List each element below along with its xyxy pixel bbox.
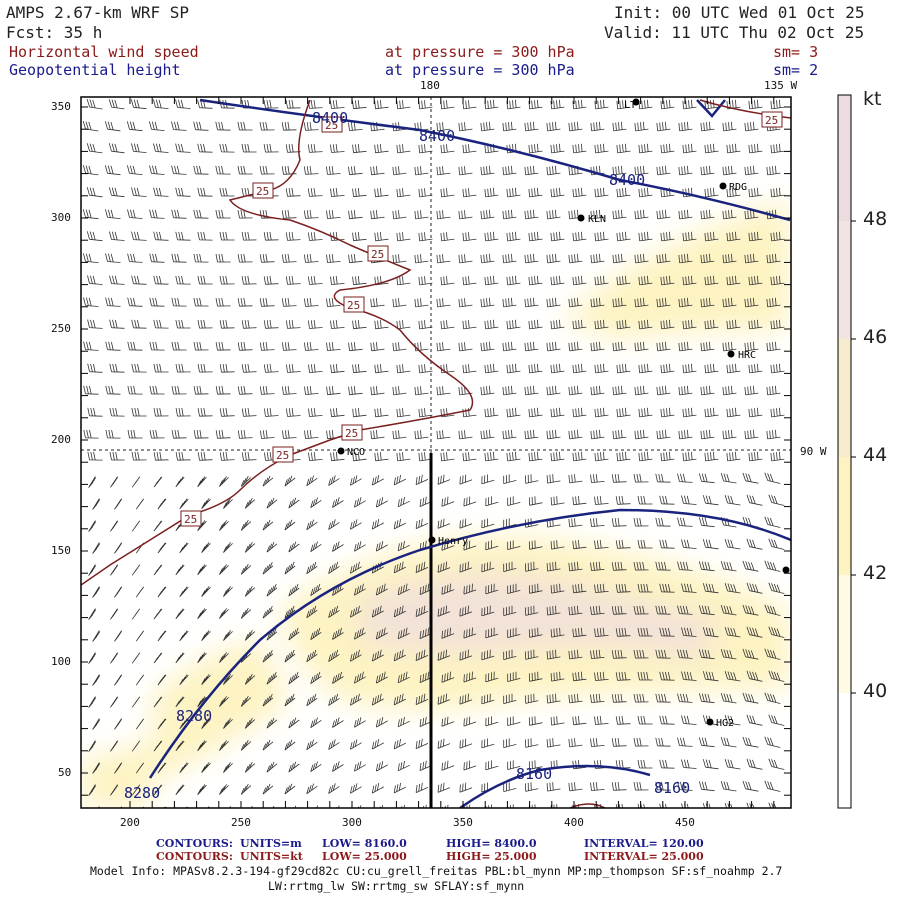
y-tick: 350 [51, 100, 71, 113]
station-label: LT [624, 100, 636, 111]
lon-label-180: 180 [420, 79, 440, 92]
speed-label: 25 [371, 248, 384, 261]
station-marker [577, 214, 585, 222]
valid-time: Valid: 11 UTC Thu 02 Oct 25 [604, 23, 865, 42]
colorbar-label: 48 [863, 208, 888, 230]
station-marker [706, 718, 714, 726]
station-label: HG2 [716, 718, 734, 729]
colorbar-swatch [838, 339, 851, 457]
station-marker [632, 98, 640, 106]
speed-label: 25 [325, 119, 338, 132]
y-tick: 50 [58, 766, 72, 779]
colorbar [837, 94, 856, 809]
colorbar-unit: kt [863, 88, 882, 110]
speed-contour-labels: 25 25 25 25 25 25 25 25 [180, 111, 783, 527]
height-label: 8400 [609, 171, 645, 189]
height-label: 8400 [419, 127, 455, 145]
speed-label: 25 [184, 513, 197, 526]
footer-high: HIGH= 25.000 [446, 850, 537, 863]
field2-smoothing: sm= 2 [773, 61, 819, 79]
x-tick: 450 [675, 816, 695, 829]
colorbar-label: 46 [863, 326, 888, 348]
axis-ticks [81, 97, 791, 808]
y-tick: 100 [51, 655, 71, 668]
speed-label: 25 [256, 185, 269, 198]
footer-contours-label: CONTOURS: [156, 837, 233, 850]
lon-label-135w: 135 W [764, 79, 798, 92]
colorbar-label: 40 [863, 680, 888, 702]
footer-low: LOW= 25.000 [322, 850, 407, 863]
y-tick: 150 [51, 544, 71, 557]
x-tick: 250 [231, 816, 251, 829]
stations: RDG KLN HRC NCO Henry HG2 LT [337, 98, 790, 729]
station-label: KLN [588, 214, 606, 225]
height-contour-labels: 8400 8400 8400 8280 8280 8160 8160 [124, 109, 690, 802]
colorbar-swatch [838, 575, 851, 693]
station-label: HRC [738, 350, 756, 361]
x-tick: 200 [120, 816, 140, 829]
wind-barbs [82, 98, 785, 808]
footer-interval: INTERVAL= 25.000 [584, 850, 704, 863]
x-tick: 300 [342, 816, 362, 829]
model-title: AMPS 2.67-km WRF SP [6, 3, 190, 22]
model-info: Model Info: MPASv8.2.3-194-gf29cd82c CU:… [90, 864, 783, 878]
speed-label: 25 [347, 299, 360, 312]
lon-label-90w: 90 W [800, 445, 827, 458]
footer-contours-label: CONTOURS: [156, 850, 233, 863]
colorbar-swatch [838, 693, 851, 808]
field1-name: Horizontal wind speed [9, 43, 199, 61]
height-label: 8160 [654, 779, 690, 797]
footer-low: LOW= 8160.0 [322, 837, 407, 850]
height-label: 8280 [176, 707, 212, 725]
station-label: NCO [347, 447, 365, 458]
speed-label: 25 [765, 114, 778, 127]
plot-frame [80, 96, 792, 809]
speed-label: 25 [345, 427, 358, 440]
station-marker [428, 536, 436, 544]
station-marker [727, 350, 735, 358]
x-tick: 350 [453, 816, 473, 829]
y-tick: 300 [51, 211, 71, 224]
field2-level: at pressure = 300 hPa [385, 61, 575, 79]
init-time: Init: 00 UTC Wed 01 Oct 25 [614, 3, 865, 22]
y-tick: 200 [51, 433, 71, 446]
colorbar-label: 44 [863, 444, 888, 466]
field1-smoothing: sm= 3 [773, 43, 819, 61]
station-label: Henry [438, 536, 468, 547]
wind-barb-field [82, 98, 785, 808]
colorbar-label: 42 [863, 562, 888, 584]
colorbar-swatch [838, 457, 851, 575]
x-tick: 400 [564, 816, 584, 829]
footer-units: UNITS=m [240, 837, 302, 850]
height-label: 8280 [124, 784, 160, 802]
footer-interval: INTERVAL= 120.00 [584, 837, 704, 850]
y-tick: 250 [51, 322, 71, 335]
forecast-hour: Fcst: 35 h [6, 23, 103, 42]
footer-units: UNITS=kt [240, 850, 303, 863]
height-label: 8400 [312, 109, 348, 127]
colorbar-swatch [838, 221, 851, 339]
speed-label: 25 [276, 449, 289, 462]
station-marker [782, 566, 790, 574]
field1-level: at pressure = 300 hPa [385, 43, 575, 61]
footer-high: HIGH= 8400.0 [446, 837, 537, 850]
station-marker [719, 182, 727, 190]
colorbar-swatch [838, 95, 851, 221]
model-info-2: LW:rrtmg_lw SW:rrtmg_sw SFLAY:sf_mynn [268, 879, 525, 893]
station-marker [337, 447, 345, 455]
height-label: 8160 [516, 765, 552, 783]
field2-name: Geopotential height [9, 61, 181, 79]
wind-speed-shading [81, 200, 790, 808]
station-label: RDG [729, 182, 747, 193]
